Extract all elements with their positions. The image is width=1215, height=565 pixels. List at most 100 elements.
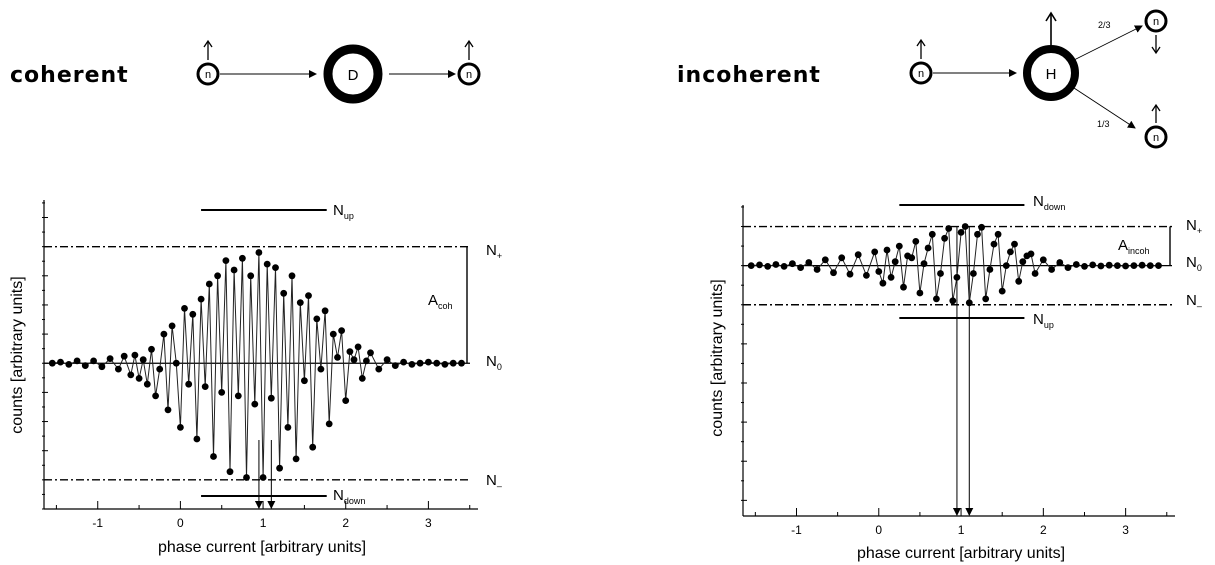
data-point xyxy=(797,264,804,271)
data-point xyxy=(1138,261,1146,269)
data-point xyxy=(350,356,358,364)
x-ticks: -1 0 1 2 3 xyxy=(55,501,471,530)
data-point xyxy=(139,356,147,364)
data-point xyxy=(945,225,953,232)
data-point xyxy=(131,351,139,359)
y-axis-label: counts [arbitrary units] xyxy=(9,276,26,433)
data-point xyxy=(933,295,940,303)
data-point xyxy=(1155,262,1162,269)
incoherent-chart: -1 0 1 2 3 phase current [arbitrary units] c… xyxy=(709,193,1202,562)
data-point xyxy=(156,365,164,373)
data-point xyxy=(284,424,292,431)
spin-up-neutron-icon: n xyxy=(1144,103,1168,149)
data-point xyxy=(883,246,891,254)
data-point xyxy=(181,305,188,312)
data-point xyxy=(895,242,903,250)
data-point xyxy=(73,357,81,365)
data-point xyxy=(756,261,763,269)
x-axis-label: phase current [arbitrary units] xyxy=(158,539,366,556)
data-point xyxy=(982,295,990,303)
data-point xyxy=(789,260,796,268)
data-point xyxy=(400,358,407,366)
data-point xyxy=(329,330,337,338)
data-point xyxy=(1122,262,1129,270)
data-point xyxy=(234,392,242,400)
data-point xyxy=(990,240,998,248)
level-plus-label-2: N+ xyxy=(1186,217,1202,236)
data-point xyxy=(1081,263,1088,270)
data-point xyxy=(900,283,907,291)
svg-text:n: n xyxy=(1153,16,1159,28)
data-point xyxy=(367,349,374,357)
data-point xyxy=(127,371,135,379)
data-point xyxy=(375,365,383,373)
data-point xyxy=(747,262,755,269)
data-point xyxy=(974,230,981,238)
data-point xyxy=(65,361,73,368)
data-point xyxy=(164,406,172,414)
data-point xyxy=(98,363,106,371)
data-point xyxy=(1105,261,1113,269)
level-zero-label-2: N0 xyxy=(1186,254,1202,273)
data-point xyxy=(296,299,304,306)
data-point xyxy=(805,259,813,266)
x-tick-label: 3 xyxy=(1122,523,1129,537)
data-point xyxy=(272,264,279,271)
data-point xyxy=(143,380,151,388)
data-point xyxy=(305,292,312,299)
data-point xyxy=(239,254,246,262)
data-point xyxy=(148,345,155,353)
coherent-series xyxy=(48,249,465,481)
data-point xyxy=(243,474,250,481)
data-point xyxy=(920,260,928,268)
y-axis-label-2: counts [arbitrary units] xyxy=(709,279,726,436)
amplitude-label: Acoh xyxy=(428,292,453,311)
data-point xyxy=(168,322,176,330)
bar-bottom-label-2: Nup xyxy=(1033,311,1054,330)
data-point xyxy=(821,256,829,264)
data-point xyxy=(280,289,288,297)
level-minus-label-2: N– xyxy=(1186,292,1202,311)
data-point xyxy=(185,380,193,388)
data-point xyxy=(1089,261,1097,269)
outgoing-neutron-icon: n xyxy=(457,39,481,86)
data-point xyxy=(309,443,317,451)
data-point xyxy=(255,249,263,256)
data-point xyxy=(1031,270,1039,277)
data-point xyxy=(90,357,97,365)
data-point xyxy=(1011,240,1018,248)
data-point xyxy=(408,361,416,368)
data-point xyxy=(214,272,222,280)
data-point xyxy=(1064,264,1072,271)
series-line xyxy=(751,225,1159,303)
data-point xyxy=(193,435,201,443)
data-point xyxy=(957,229,965,236)
incoherent-series xyxy=(747,223,1162,307)
no-flip-arrow xyxy=(1073,87,1136,129)
data-point xyxy=(226,468,234,476)
incoherent-diagram: incoherent n H 2/3 1/3 n n xyxy=(677,9,1168,149)
series-line xyxy=(52,252,462,478)
data-point xyxy=(48,359,56,367)
data-point xyxy=(780,263,788,270)
data-point xyxy=(251,400,259,408)
data-point xyxy=(764,263,772,270)
data-point xyxy=(363,357,370,365)
data-point xyxy=(1056,259,1064,266)
coherent-title: coherent xyxy=(10,63,129,88)
data-point xyxy=(338,327,345,334)
data-point xyxy=(433,359,441,367)
data-point xyxy=(1039,256,1047,264)
data-point xyxy=(276,464,283,472)
data-point xyxy=(916,289,924,297)
svg-text:n: n xyxy=(1153,132,1159,144)
data-point xyxy=(1130,262,1138,269)
x-tick-label: -1 xyxy=(92,516,103,530)
spin-down-neutron-icon: n xyxy=(1144,9,1168,55)
deuteron-node-icon: D xyxy=(323,44,383,104)
data-point xyxy=(205,280,213,288)
data-point xyxy=(120,352,128,360)
data-point xyxy=(458,359,465,367)
hydrogen-label: H xyxy=(1046,66,1057,83)
